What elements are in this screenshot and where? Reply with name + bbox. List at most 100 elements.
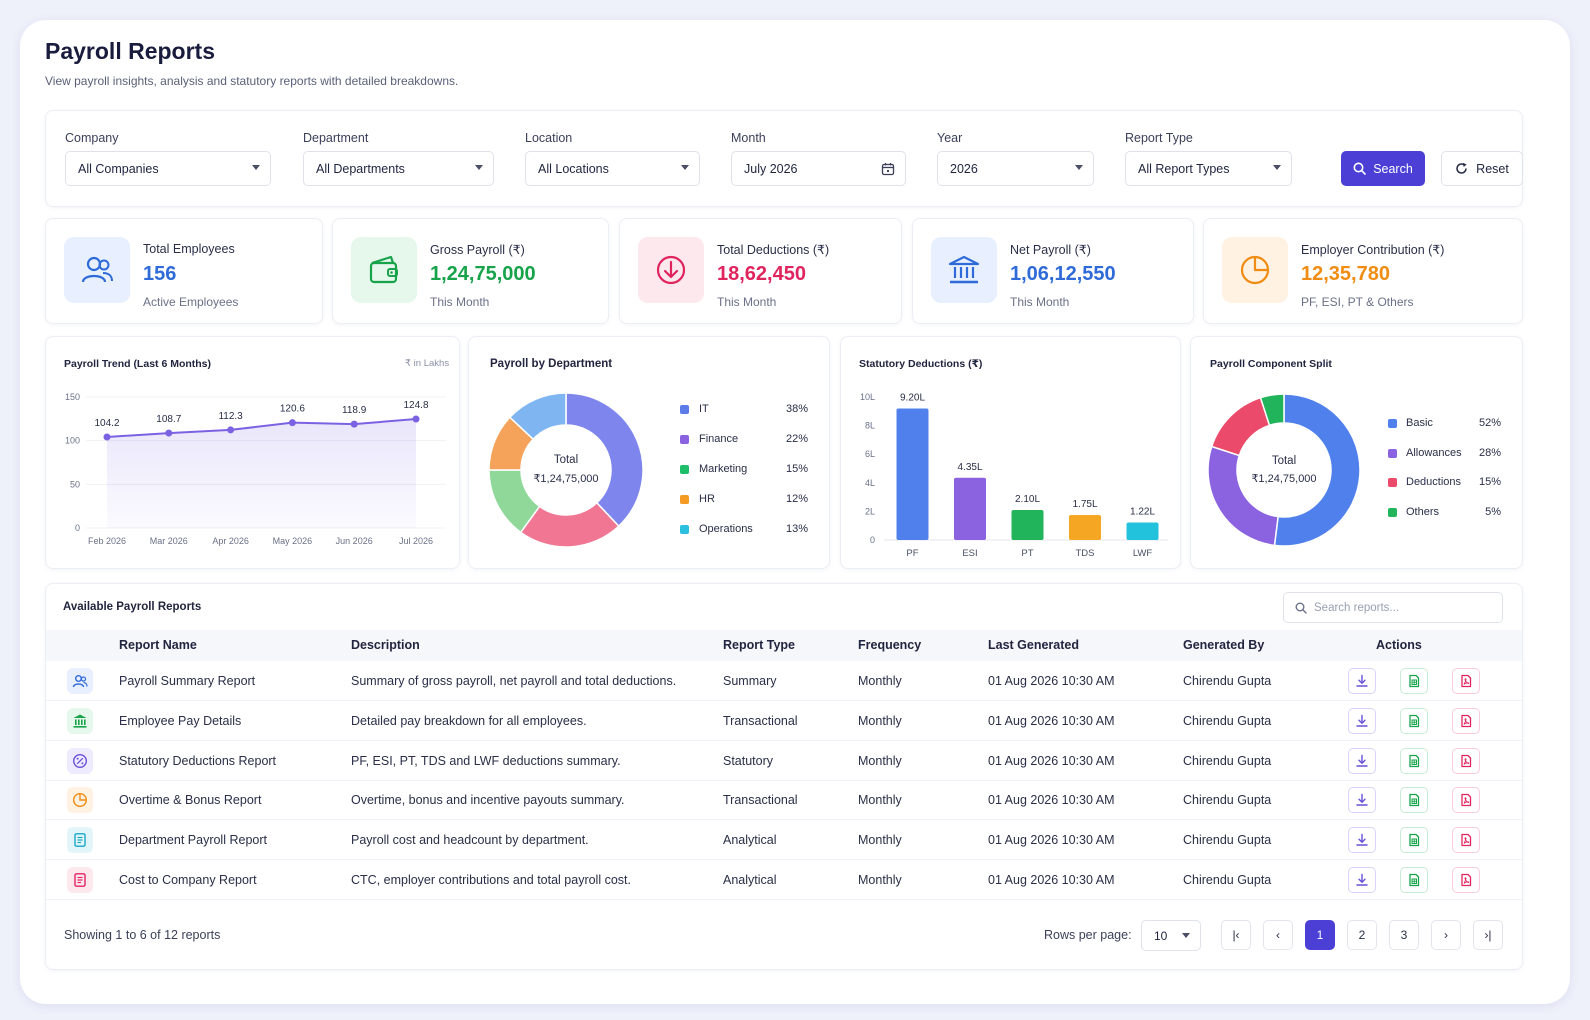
month-value: July 2026: [744, 161, 798, 176]
rows-per-page-select[interactable]: 10: [1141, 920, 1201, 951]
month-picker[interactable]: July 2026: [731, 151, 906, 186]
excel-file-icon: [1407, 714, 1421, 728]
donut-center-label: Total: [1271, 455, 1297, 467]
data-label: 1.75L: [1072, 499, 1097, 510]
export-pdf-button[interactable]: [1452, 707, 1480, 734]
department-value: All Departments: [316, 161, 405, 176]
page-button-2[interactable]: 2: [1347, 920, 1377, 950]
y-tick-label: 150: [65, 392, 80, 402]
prev-page-button[interactable]: ‹: [1263, 920, 1293, 950]
first-page-button[interactable]: |‹: [1221, 920, 1251, 950]
legend-label: Others: [1406, 505, 1440, 518]
location-select[interactable]: All Locations: [525, 151, 700, 186]
stat-sub: This Month: [430, 295, 490, 309]
x-tick-label: Feb 2026: [88, 536, 126, 546]
export-pdf-button[interactable]: [1452, 787, 1480, 814]
export-pdf-button[interactable]: [1452, 668, 1480, 694]
download-button[interactable]: [1348, 827, 1376, 854]
last-page-button[interactable]: ›|: [1473, 920, 1503, 950]
last-generated-cell: 01 Aug 2026 10:30 AM: [988, 793, 1115, 808]
unit-note: ₹ in Lakhs: [405, 358, 450, 369]
column-header: Report Name: [119, 638, 197, 652]
month-label: Month: [731, 131, 766, 145]
export-pdf-button[interactable]: [1452, 827, 1480, 854]
export-excel-button[interactable]: [1400, 707, 1428, 734]
stat-sub: Active Employees: [143, 295, 239, 309]
component-donut: [1207, 393, 1361, 547]
report-name-cell: Employee Pay Details: [119, 713, 242, 728]
table-row[interactable]: [46, 741, 1522, 781]
bar-pf: [896, 408, 929, 540]
export-excel-button[interactable]: [1400, 827, 1428, 854]
data-label: 120.6: [280, 404, 305, 415]
arrow-down-circle-icon: [638, 237, 704, 303]
table-row[interactable]: [46, 860, 1522, 900]
year-select[interactable]: 2026: [937, 151, 1094, 186]
stat-sub: PF, ESI, PT & Others: [1301, 295, 1414, 309]
next-page-button[interactable]: ›: [1431, 920, 1461, 950]
report-type-cell: Statutory: [723, 753, 774, 768]
legend-label: Operations: [699, 523, 753, 535]
trend-line: [106, 418, 417, 438]
search-button[interactable]: Search: [1341, 151, 1425, 186]
company-select[interactable]: All Companies: [65, 151, 271, 186]
export-excel-button[interactable]: [1400, 747, 1428, 774]
y-tick-label: 2L: [865, 506, 875, 516]
pdf-file-icon: [1459, 833, 1473, 847]
legend-swatch: [680, 465, 689, 474]
download-button[interactable]: [1348, 707, 1376, 734]
report-name-cell: Department Payroll Report: [119, 833, 267, 848]
search-icon: [1295, 602, 1307, 614]
generated-by-cell: Chirendu Gupta: [1183, 833, 1272, 848]
page-button-3[interactable]: 3: [1389, 920, 1419, 950]
report-type-cell: Analytical: [723, 873, 777, 887]
chart-title: Payroll Trend (Last 6 Months): [64, 358, 212, 370]
pdf-file-icon: [1459, 873, 1473, 887]
table-row[interactable]: [46, 661, 1522, 701]
report-type-select[interactable]: All Report Types: [1125, 151, 1292, 186]
table-row[interactable]: [46, 701, 1522, 741]
report-name-cell: Payroll Summary Report: [119, 674, 256, 688]
table-row[interactable]: [46, 820, 1522, 861]
department-select[interactable]: All Departments: [303, 151, 494, 186]
users-icon: [64, 237, 130, 303]
search-reports-input[interactable]: Search reports...: [1283, 592, 1503, 623]
export-excel-button[interactable]: [1400, 867, 1428, 893]
reset-button[interactable]: Reset: [1441, 151, 1523, 186]
legend-swatch: [1388, 478, 1397, 487]
frequency-cell: Monthly: [858, 674, 902, 688]
download-button[interactable]: [1348, 867, 1376, 893]
trend-point: [288, 419, 296, 427]
download-icon: [1355, 674, 1369, 688]
download-icon: [1355, 793, 1369, 807]
download-button[interactable]: [1348, 668, 1376, 694]
download-button[interactable]: [1348, 787, 1376, 814]
export-excel-button[interactable]: [1400, 668, 1428, 694]
last-generated-cell: 01 Aug 2026 10:30 AM: [988, 833, 1115, 848]
table-row[interactable]: [46, 780, 1522, 821]
column-header: Generated By: [1183, 638, 1265, 652]
stat-value: 12,35,780: [1301, 263, 1390, 285]
stat-label: Net Payroll (₹): [1010, 243, 1091, 257]
reports-title: Available Payroll Reports: [63, 601, 202, 613]
legend-label: Basic: [1406, 417, 1433, 429]
legend-label: Deductions: [1406, 476, 1462, 488]
column-header: Description: [351, 638, 420, 652]
donut-slice-operations: [508, 392, 567, 441]
description-cell: Summary of gross payroll, net payroll an…: [351, 674, 677, 688]
donut-center-value: ₹1,24,75,000: [533, 473, 599, 485]
y-tick-label: 0: [75, 523, 80, 533]
chart-title: Payroll Component Split: [1210, 358, 1332, 370]
column-header: Last Generated: [988, 638, 1080, 652]
export-excel-button[interactable]: [1400, 787, 1428, 814]
page-button-1[interactable]: 1: [1305, 920, 1335, 950]
chevron-right-icon: ›: [1444, 928, 1448, 942]
download-button[interactable]: [1348, 747, 1376, 774]
document-icon: [67, 827, 93, 854]
legend-label: Finance: [699, 433, 739, 445]
stat-label: Employer Contribution (₹): [1301, 243, 1445, 257]
year-label: Year: [937, 131, 963, 145]
x-tick-label: Jun 2026: [336, 536, 373, 546]
export-pdf-button[interactable]: [1452, 747, 1480, 774]
export-pdf-button[interactable]: [1452, 867, 1480, 893]
